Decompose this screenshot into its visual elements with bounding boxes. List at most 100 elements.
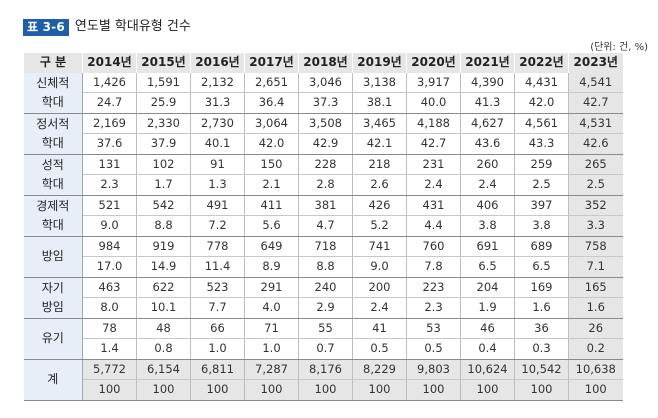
count-cell: 521 [82, 195, 137, 216]
percent-cell: 100 [352, 379, 407, 401]
category-label-line2: 학대 [41, 94, 64, 109]
count-cell: 426 [352, 195, 407, 216]
percent-cell: 1.6 [568, 297, 623, 319]
percent-cell: 9.0 [352, 256, 407, 278]
percent-cell: 2.3 [82, 174, 137, 196]
percent-cell: 40.0 [406, 92, 461, 114]
percent-cell: 2.4 [352, 297, 407, 319]
count-cell: 381 [298, 195, 353, 216]
count-cell: 41 [352, 318, 407, 339]
count-cell: 265 [568, 154, 623, 175]
category-label-line1: 계 [47, 372, 59, 386]
count-cell: 718 [298, 236, 353, 257]
percent-cell: 10.1 [136, 297, 191, 319]
percent-cell: 4.0 [244, 297, 299, 319]
percent-cell: 40.1 [190, 133, 245, 155]
table-row: 8.0 10.1 7.7 4.0 2.9 2.4 2.3 1.9 1.6 1.6 [24, 297, 623, 319]
count-cell: 218 [352, 154, 407, 175]
percent-cell: 43.6 [460, 133, 515, 155]
percent-cell: 4.4 [406, 215, 461, 237]
percent-cell: 1.6 [514, 297, 569, 319]
header-year: 2015년 [136, 53, 191, 73]
percent-cell: 5.6 [244, 215, 299, 237]
header-year: 2022년 [514, 53, 569, 73]
table-row: 24.7 25.9 31.3 36.4 37.3 38.1 40.0 41.3 42.0 42.7 [24, 92, 623, 114]
percent-cell: 17.0 [82, 256, 137, 278]
count-cell: 102 [136, 154, 191, 175]
percent-cell: 100 [568, 379, 623, 401]
percent-cell: 0.8 [136, 338, 191, 360]
count-cell: 4,541 [568, 72, 623, 93]
percent-cell: 3.8 [460, 215, 515, 237]
category-label-line1: 성적 [41, 157, 64, 172]
table-row: 9.0 8.8 7.2 5.6 4.7 5.2 4.4 3.8 3.8 3.3 [24, 215, 623, 237]
percent-cell: 42.7 [568, 92, 623, 114]
percent-cell: 9.0 [82, 215, 137, 237]
table-row: 방임 984 919 778 649 718 741 760 691 689 758 [23, 236, 623, 278]
count-cell: 411 [244, 195, 299, 216]
percent-cell: 1.0 [244, 338, 299, 360]
count-cell: 5,772 [82, 359, 137, 380]
table-row: 자기 방임 463 622 523 291 240 200 223 204 169 165 [23, 277, 623, 319]
count-cell: 760 [406, 236, 461, 257]
percent-cell: 2.3 [406, 297, 461, 319]
count-cell: 7,287 [244, 359, 299, 380]
table-row: 계 5,772 6,154 6,811 7,287 8,176 8,229 9,803 10,6… [23, 359, 623, 401]
percent-cell: 4.7 [298, 215, 353, 237]
percent-cell: 42.9 [298, 133, 353, 155]
count-cell: 10,638 [568, 359, 623, 380]
count-cell: 26 [568, 318, 623, 339]
category-label-line1: 자기 [41, 280, 64, 295]
percent-cell: 2.9 [298, 297, 353, 319]
percent-cell: 2.5 [568, 174, 623, 196]
percent-cell: 100 [190, 379, 245, 401]
percent-cell: 100 [244, 379, 299, 401]
percent-cell: 8.9 [244, 256, 299, 278]
abuse-type-table: 구 분 2014년 2015년 2016년 2017년 2018년 2019년 2020년 2… [23, 53, 623, 401]
percent-cell: 42.6 [568, 133, 623, 155]
count-cell: 691 [460, 236, 515, 257]
category-label-line1: 신체적 [36, 75, 70, 90]
percent-cell: 6.5 [514, 256, 569, 278]
percent-cell: 2.1 [244, 174, 299, 196]
percent-cell: 100 [82, 379, 137, 401]
count-cell: 2,730 [190, 113, 245, 134]
percent-cell: 7.2 [190, 215, 245, 237]
count-cell: 6,154 [136, 359, 191, 380]
percent-cell: 43.3 [514, 133, 569, 155]
percent-cell: 0.3 [514, 338, 569, 360]
count-cell: 741 [352, 236, 407, 257]
table-title: 연도별 학대유형 건수 [74, 19, 191, 34]
percent-cell: 1.9 [460, 297, 515, 319]
percent-cell: 100 [298, 379, 353, 401]
table-row: 37.6 37.9 40.1 42.0 42.9 42.1 42.7 43.6 43.3 42.6 [24, 133, 623, 155]
percent-cell: 100 [514, 379, 569, 401]
percent-cell: 5.2 [352, 215, 407, 237]
table-row: 성적 학대 131 102 91 150 228 218 231 260 259 265 [23, 154, 623, 196]
category-label-line1: 유기 [41, 331, 64, 345]
count-cell: 9,803 [406, 359, 461, 380]
percent-cell: 2.4 [460, 174, 515, 196]
count-cell: 36 [514, 318, 569, 339]
percent-cell: 1.0 [190, 338, 245, 360]
count-cell: 3,138 [352, 72, 407, 93]
category-label-line2: 학대 [41, 135, 64, 150]
count-cell: 523 [190, 277, 245, 298]
count-cell: 778 [190, 236, 245, 257]
count-cell: 4,188 [406, 113, 461, 134]
count-cell: 8,229 [352, 359, 407, 380]
percent-cell: 0.2 [568, 338, 623, 360]
table-number-tag: 표 3-6 [23, 18, 69, 36]
count-cell: 2,651 [244, 72, 299, 93]
category-label-line2: 학대 [41, 176, 64, 191]
count-cell: 46 [460, 318, 515, 339]
percent-cell: 38.1 [352, 92, 407, 114]
unit-note: (단위: 건, %) [590, 42, 648, 53]
count-cell: 984 [82, 236, 137, 257]
count-cell: 231 [406, 154, 461, 175]
table-row: 경제적 학대 521 542 491 411 381 426 431 406 397 352 [23, 195, 623, 237]
count-cell: 228 [298, 154, 353, 175]
table-row: 유기 78 48 66 71 55 41 53 46 36 26 [23, 318, 623, 360]
header-year: 2018년 [298, 53, 353, 73]
